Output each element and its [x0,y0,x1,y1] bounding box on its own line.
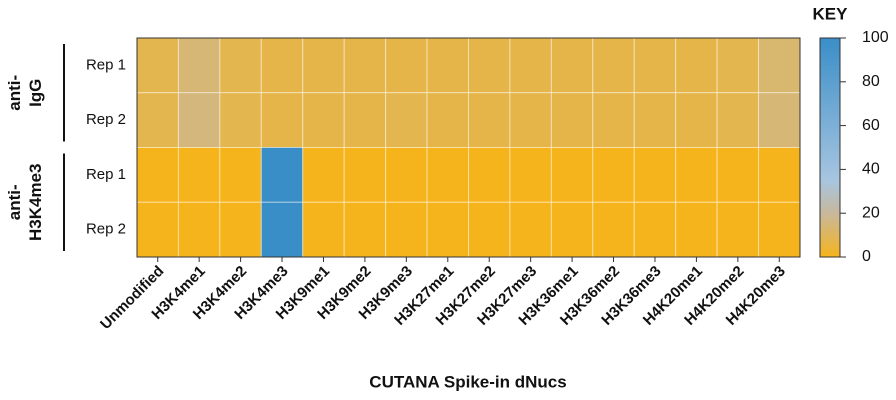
colorbar-tick-label: 40 [862,161,880,178]
heatmap-cell [260,201,304,258]
heatmap-cell [758,92,801,148]
heatmap-cell [177,147,221,203]
heatmap-cell [592,201,635,258]
heatmap-cell [219,147,262,203]
heatmap-cell [550,201,594,258]
group-label: anti- H3K4me3 [5,164,45,242]
heatmap-cell [385,92,428,148]
group-label-line: IgG [26,79,45,107]
heatmap-cell [343,37,387,94]
heatmap-cell [302,201,345,258]
heatmap-cell [550,92,594,148]
heatmap-cell [633,92,677,148]
heatmap-cell [758,201,801,258]
heatmap-cell [302,147,345,203]
heatmap-cell [177,201,221,258]
heatmap-cell [385,37,428,94]
x-tick-label: Unmodified [97,263,167,333]
heatmap-cell [219,201,262,258]
colorbar-title: KEY [813,4,849,23]
heatmap-cell [302,92,345,148]
colorbar-tick-label: 60 [862,117,880,134]
row-label: Rep 1 [86,56,126,73]
colorbar-tick-label: 20 [862,204,880,221]
heatmap-cell [343,201,387,258]
plot-frame [136,37,801,258]
colorbar [819,37,841,258]
heatmap-cell [509,201,552,258]
heatmap-cell [385,201,428,258]
heatmap-cell [509,147,552,203]
heatmap-cell [426,92,469,148]
heatmap-cell [592,147,635,203]
colorbar-tick-label: 100 [862,29,889,46]
heatmap-cell [716,37,760,94]
heatmap-cell [260,37,304,94]
heatmap-cell [426,37,469,94]
heatmap-cell [385,147,428,203]
heatmap-cell [592,37,635,94]
colorbar-tick-label: 80 [862,73,880,90]
heatmap-cell [675,201,718,258]
heatmap-cell [716,92,760,148]
heatmap-cell [509,37,552,94]
heatmap-cell [260,147,304,203]
group-label-line: H3K4me3 [26,164,45,242]
row-label: Rep 2 [86,111,126,128]
group-label-line: anti- [5,75,24,111]
heatmap-cell [550,147,594,203]
row-label: Rep 1 [86,166,126,183]
heatmap-cell [136,92,179,148]
heatmap-cell [426,147,469,203]
heatmap-cell [675,92,718,148]
heatmap-cell [716,201,760,258]
x-axis-title: CUTANA Spike-in dNucs [369,372,566,391]
colorbar-tick-label: 0 [862,248,871,265]
group-label-line: anti- [5,184,24,220]
heatmap-cell [343,147,387,203]
heatmap-cell [136,201,179,258]
heatmap-cell [633,147,677,203]
group-label: anti- IgG [5,75,45,111]
heatmap-cell [468,92,511,148]
heatmap-cell [302,37,345,94]
heatmap-cell [260,92,304,148]
heatmap-cell [633,201,677,258]
heatmap-cell [633,37,677,94]
heatmap-cell [675,37,718,94]
heatmap-cell [675,147,718,203]
heatmap-cell [758,37,801,94]
row-label: Rep 2 [86,221,126,238]
heatmap-cell [468,147,511,203]
heatmap-cell [219,37,262,94]
heatmap-cell [550,37,594,94]
heatmap-cell [177,37,221,94]
heatmap-cell [468,37,511,94]
heatmap-cell [136,37,179,94]
heatmap-cell [509,92,552,148]
heatmap-cell [136,147,179,203]
heatmap-cell [219,92,262,148]
heatmap-cell [592,92,635,148]
heatmap-cell [426,201,469,258]
heatmap-cell [468,201,511,258]
heatmap-cell [177,92,221,148]
heatmap-cell [343,92,387,148]
heatmap-cell [716,147,760,203]
heatmap-cell [758,147,801,203]
